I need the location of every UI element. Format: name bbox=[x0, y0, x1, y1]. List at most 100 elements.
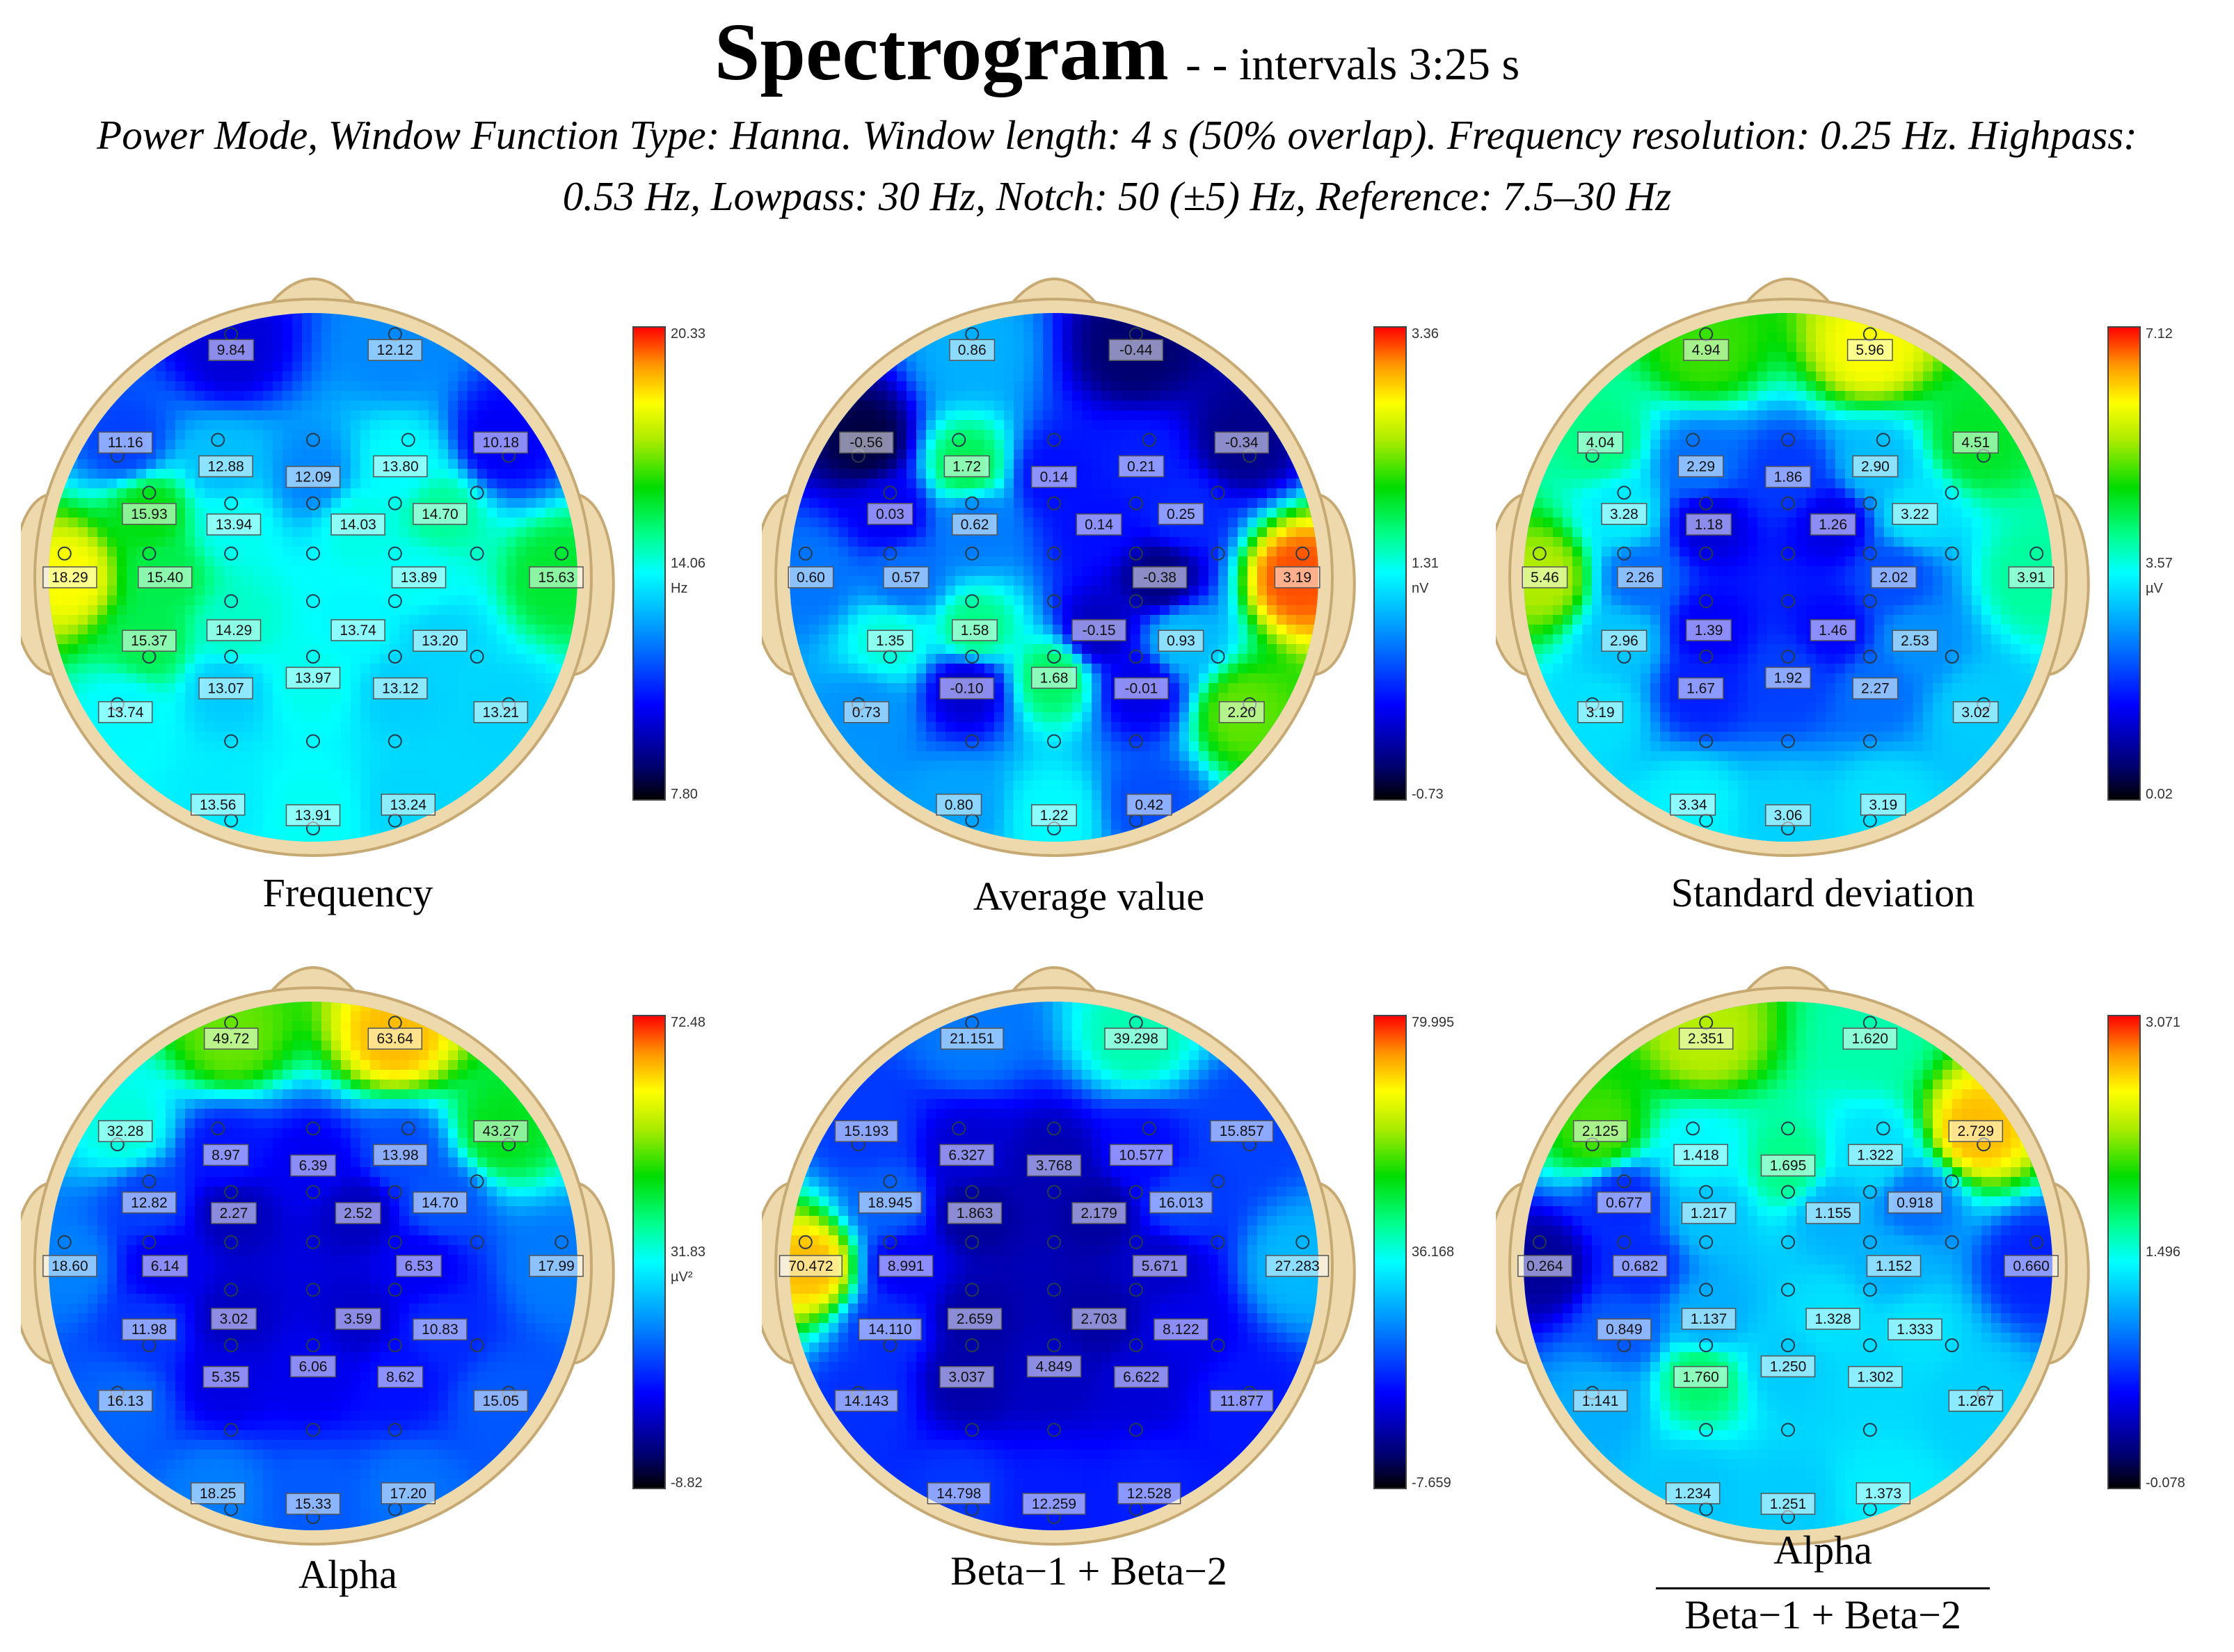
electrode-value-label: 5.35 bbox=[202, 1365, 249, 1388]
electrode-dot bbox=[388, 496, 402, 511]
svg-text:13.97: 13.97 bbox=[295, 670, 332, 686]
electrode-dot bbox=[306, 734, 320, 748]
electrode-value-label: 4.04 bbox=[1577, 431, 1624, 454]
svg-text:12.12: 12.12 bbox=[377, 342, 414, 358]
chart-title: Spectrogram bbox=[714, 6, 1169, 97]
electrode-value-label: 2.52 bbox=[335, 1202, 381, 1224]
electrode-dot bbox=[1128, 1422, 1143, 1437]
electrode-value-label: 18.60 bbox=[42, 1255, 97, 1277]
electrode-dot bbox=[388, 650, 402, 664]
caption-alpha: Alpha bbox=[298, 1552, 397, 1597]
panel-frequency: 9.84 12.12 11.16 12.88 12.09 13.80 10.18 15.93 1… bbox=[21, 264, 765, 960]
electrode-dot bbox=[306, 1185, 320, 1199]
electrode-dot bbox=[1945, 486, 1959, 500]
colorbar-unit: Hz bbox=[671, 581, 687, 596]
electrode-value-label: 2.02 bbox=[1871, 566, 1917, 588]
electrode-value-label: 14.70 bbox=[413, 503, 468, 525]
electrode-dot bbox=[470, 486, 484, 500]
electrode-value-label: 1.333 bbox=[1888, 1318, 1942, 1340]
electrode-dot bbox=[142, 1235, 157, 1249]
colorbar-mid-label: 1.31 bbox=[1412, 556, 1439, 571]
electrode-value-label: 2.659 bbox=[947, 1308, 1003, 1330]
electrode-dot bbox=[388, 1422, 402, 1437]
electrode-dot bbox=[1532, 546, 1547, 561]
electrode-value-label: 1.620 bbox=[1842, 1027, 1898, 1050]
colorbar bbox=[2107, 1015, 2141, 1489]
electrode-dot bbox=[798, 1235, 813, 1249]
electrode-dot bbox=[1781, 496, 1795, 511]
electrode-value-label: 14.70 bbox=[413, 1192, 468, 1214]
electrode-dot bbox=[2029, 546, 2044, 561]
electrode-value-label: 3.02 bbox=[211, 1308, 257, 1330]
electrode-dot bbox=[1128, 496, 1143, 511]
electrode-dot bbox=[1862, 1185, 1877, 1199]
panel-alpha-beta-ratio: 2.351 1.620 2.125 1.418 1.695 1.322 2.729 0.677… bbox=[1496, 953, 2234, 1649]
electrode-dot bbox=[306, 546, 320, 561]
caption-standard-deviation: Standard deviation bbox=[1670, 870, 1975, 915]
electrode-value-label: 3.34 bbox=[1670, 794, 1716, 816]
electrode-dot bbox=[1862, 1283, 1877, 1297]
colorbar-unit: µV bbox=[2146, 581, 2164, 596]
electrode-value-label: 1.141 bbox=[1572, 1390, 1628, 1412]
electrode-value-label: 1.39 bbox=[1686, 619, 1732, 641]
electrode-value-label: 0.14 bbox=[1076, 513, 1122, 536]
electrode-dot bbox=[965, 650, 980, 664]
colorbar-min-label: -7.659 bbox=[1412, 1475, 1451, 1491]
electrode-dot bbox=[306, 433, 320, 447]
electrode-dot bbox=[1211, 1174, 1225, 1189]
electrode-value-label: 2.125 bbox=[1572, 1120, 1628, 1142]
electrode-value-label: 2.20 bbox=[1218, 701, 1265, 723]
electrode-value-label: 1.322 bbox=[1848, 1144, 1903, 1166]
electrode-value-label: 13.94 bbox=[206, 513, 262, 536]
svg-text:13.74: 13.74 bbox=[107, 705, 144, 721]
electrode-value-label: 6.14 bbox=[142, 1255, 189, 1277]
electrode-value-label: 17.99 bbox=[529, 1255, 584, 1277]
electrode-dot bbox=[965, 496, 980, 511]
electrode-value-label: 0.93 bbox=[1158, 629, 1204, 652]
electrode-value-label: 0.849 bbox=[1597, 1318, 1652, 1340]
electrode-dot bbox=[388, 1235, 402, 1249]
electrode-value-label: 8.62 bbox=[377, 1365, 424, 1388]
colorbar-max-label: 72.48 bbox=[671, 1015, 705, 1030]
electrode-value-label: 14.03 bbox=[330, 513, 385, 536]
electrode-dot bbox=[1047, 496, 1061, 511]
electrode-dot bbox=[1686, 433, 1700, 447]
electrode-dot bbox=[1781, 594, 1795, 609]
electrode-dot bbox=[388, 1283, 402, 1297]
electrode-value-label: 1.250 bbox=[1760, 1355, 1816, 1378]
electrode-value-label: 1.302 bbox=[1848, 1365, 1903, 1388]
electrode-dot bbox=[965, 1283, 980, 1297]
electrode-dot bbox=[883, 486, 897, 500]
electrode-value-label: 0.86 bbox=[949, 339, 996, 361]
svg-text:18.29: 18.29 bbox=[51, 570, 88, 586]
electrode-value-label: 0.57 bbox=[883, 566, 929, 588]
electrode-dot bbox=[1047, 1422, 1061, 1437]
electrode-value-label: 15.33 bbox=[285, 1493, 341, 1515]
electrode-value-label: 1.217 bbox=[1681, 1202, 1737, 1224]
electrode-value-label: 0.80 bbox=[936, 794, 982, 816]
electrode-dot bbox=[224, 496, 239, 511]
electrode-dot bbox=[1876, 1121, 1890, 1136]
electrode-dot bbox=[1211, 1235, 1225, 1249]
topomap-alpha: 49.72 63.64 32.28 8.97 6.39 13.98 43.27 12.82 2.… bbox=[21, 966, 705, 1546]
svg-text:13.91: 13.91 bbox=[295, 808, 332, 824]
electrode-value-label: 3.91 bbox=[2008, 566, 2055, 588]
electrode-value-label: 32.28 bbox=[97, 1120, 153, 1142]
electrode-value-label: 6.53 bbox=[396, 1255, 442, 1277]
electrode-value-label: 27.283 bbox=[1266, 1255, 1330, 1277]
electrode-dot bbox=[1128, 1283, 1143, 1297]
svg-text:14.03: 14.03 bbox=[340, 517, 376, 533]
colorbar-mid-label: 1.496 bbox=[2146, 1244, 2180, 1260]
fraction-bar bbox=[1656, 1587, 1990, 1589]
electrode-dot bbox=[1128, 734, 1143, 748]
svg-text:15.37: 15.37 bbox=[131, 633, 168, 649]
title-line: Spectrogram - - intervals 3:25 s bbox=[0, 0, 2234, 104]
electrode-dot bbox=[1211, 1338, 1225, 1352]
colorbar-max-label: 20.33 bbox=[671, 326, 705, 342]
electrode-dot bbox=[965, 1338, 980, 1352]
electrode-dot bbox=[965, 1422, 980, 1437]
electrode-value-label: 16.13 bbox=[97, 1390, 153, 1412]
electrode-dot bbox=[1617, 546, 1631, 561]
electrode-value-label: 10.577 bbox=[1109, 1144, 1173, 1166]
electrode-value-label: 2.26 bbox=[1617, 566, 1663, 588]
